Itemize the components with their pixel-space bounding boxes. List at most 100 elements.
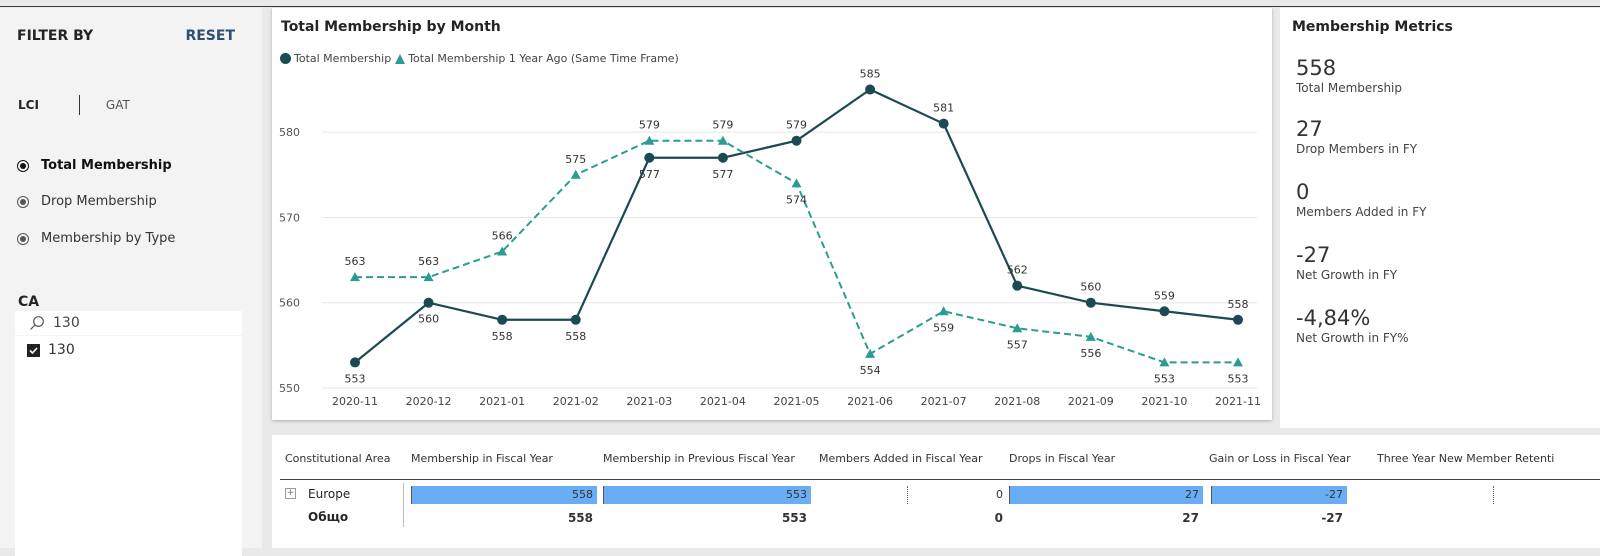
total-drops: 27 [1182,511,1199,525]
chart-legend: Total Membership Total Membership 1 Year… [280,52,679,65]
data-label: 579 [639,119,660,132]
x-tick-label: 2021-09 [1068,395,1114,408]
x-tick-label: 2021-02 [553,395,599,408]
data-label: 574 [786,193,807,206]
data-point-total-membership [644,152,655,163]
metric-net-growth: -27 Net Growth in FY [1296,243,1397,283]
radio-selected-icon [17,159,29,172]
data-point-year-ago [717,135,728,145]
column-header-gain-loss[interactable]: Gain or Loss in Fiscal Year [1209,452,1351,465]
column-header-membership-prev-fy[interactable]: Membership in Previous Fiscal Year [603,452,795,465]
legend-item-year-ago[interactable]: Total Membership 1 Year Ago (Same Time F… [408,52,679,65]
data-label: 553 [345,372,366,385]
x-tick-label: 2021-06 [847,395,893,408]
toggle-gat[interactable]: GAT [105,98,130,112]
column-header-membership-fy[interactable]: Membership in Fiscal Year [411,452,553,465]
data-label: 553 [1154,372,1175,385]
data-point-total-membership [1085,297,1096,308]
toggle-separator [78,95,80,115]
legend-item-total[interactable]: Total Membership [294,52,392,65]
ca-slicer-title: CA [18,294,40,310]
ca-list: 130 [15,336,242,556]
x-tick-label: 2021-01 [479,395,525,408]
x-tick-label: 2020-11 [332,395,378,408]
cell-gain-loss: -27 [1211,486,1347,504]
total-membership-fy: 558 [567,511,593,525]
data-point-year-ago [1012,323,1023,333]
metric-value: -4,84% [1296,306,1371,330]
column-header-drops[interactable]: Drops in Fiscal Year [1009,452,1116,465]
metric-net-growth-percent: -4,84% Net Growth in FY% [1296,306,1409,346]
radio-drop-membership[interactable]: Drop Membership [17,194,157,209]
legend-circle-icon [280,53,291,64]
data-point-total-membership [350,357,360,368]
cell-membership-prev-fy: 553 [603,486,811,504]
data-point-total-membership [1159,306,1170,317]
membership-metrics-card: Membership Metrics 558 Total Membership … [1280,8,1600,428]
ca-list-item[interactable]: 130 [15,336,242,358]
table-row[interactable]: + Europe 558 553 0 27 -27 [272,483,1600,505]
expand-icon[interactable]: + [285,488,296,499]
column-header-members-added[interactable]: Members Added in Fiscal Year [819,452,983,465]
cell-drops: 27 [1009,486,1203,504]
data-point-total-membership [570,314,581,325]
radio-membership-by-type[interactable]: Membership by Type [17,231,175,246]
data-label: 558 [565,330,586,343]
data-point-total-membership [791,135,802,146]
membership-line-chart: 550 560 570 580 2020-11 2020-12 2021-01 2021-02… [279,68,1261,408]
data-label: 563 [345,255,366,268]
data-label: 553 [1228,372,1249,385]
data-point-year-ago [1159,357,1170,367]
data-point-total-membership [1233,314,1243,325]
column-header-constitutional-area[interactable]: Constitutional Area [285,452,391,465]
cell-membership-fy: 558 [411,486,597,504]
data-point-total-membership [717,152,728,163]
x-tick-label: 2021-03 [626,395,672,408]
search-icon [30,316,44,330]
radio-label: Drop Membership [41,194,157,209]
data-label: 560 [418,313,439,326]
checkbox-checked-icon[interactable] [27,343,40,357]
data-label: 558 [492,330,513,343]
metric-value: 558 [1296,56,1337,80]
data-label: 577 [712,168,733,181]
metric-members-added: 0 Members Added in FY [1296,180,1426,220]
radio-total-membership[interactable]: Total Membership [17,158,172,173]
data-point-total-membership [497,314,508,325]
data-point-year-ago [1233,357,1243,367]
reset-button[interactable]: RESET [185,28,235,44]
total-row-label: Общо [308,510,349,524]
data-label: 575 [565,153,586,166]
toggle-lci[interactable]: LCI [18,98,39,112]
metrics-title: Membership Metrics [1292,19,1453,35]
y-tick-label: 560 [279,297,300,310]
x-tick-label: 2021-07 [921,395,967,408]
data-label: 560 [1080,281,1101,294]
metric-value: 0 [1296,180,1310,204]
metric-label: Drop Members in FY [1296,142,1418,156]
radio-icon [17,195,29,208]
ca-search-box [15,311,242,335]
row-label: Europe [308,487,351,501]
chart-title: Total Membership by Month [281,19,501,35]
data-label: 558 [1228,298,1249,311]
radio-label: Total Membership [41,158,172,173]
column-header-retention[interactable]: Three Year New Member Retenti [1377,452,1555,465]
x-tick-label: 2021-08 [994,395,1040,408]
table-total-row[interactable]: Общо 558 553 0 27 -27 [272,506,1600,528]
data-label: 566 [492,230,513,243]
data-point-year-ago [423,272,434,282]
data-point-year-ago [570,169,581,179]
data-point-year-ago [865,348,876,358]
radio-label: Membership by Type [41,231,176,246]
total-retention [1493,509,1593,527]
data-label: 559 [1154,289,1175,302]
data-label: 554 [860,364,881,377]
data-point-total-membership [1012,280,1023,291]
ca-list-item-label: 130 [48,342,75,358]
data-point-total-membership [865,84,876,95]
series-line-year-ago [355,139,1238,364]
data-label: 579 [712,119,733,132]
x-tick-label: 2021-05 [774,395,820,408]
ca-search-input[interactable] [53,315,213,331]
